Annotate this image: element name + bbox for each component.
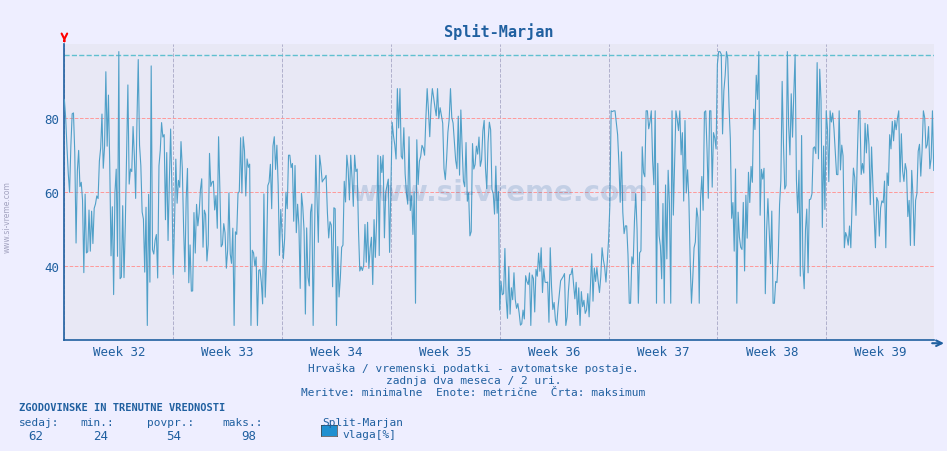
Text: 24: 24 — [93, 429, 108, 442]
Text: vlaga[%]: vlaga[%] — [343, 429, 397, 439]
Text: maks.:: maks.: — [223, 417, 263, 427]
Text: ZGODOVINSKE IN TRENUTNE VREDNOSTI: ZGODOVINSKE IN TRENUTNE VREDNOSTI — [19, 402, 225, 412]
Text: www.si-vreme.com: www.si-vreme.com — [3, 180, 12, 253]
Text: sedaj:: sedaj: — [19, 417, 60, 427]
Text: povpr.:: povpr.: — [147, 417, 194, 427]
Text: www.si-vreme.com: www.si-vreme.com — [350, 179, 648, 207]
Text: Meritve: minimalne  Enote: metrične  Črta: maksimum: Meritve: minimalne Enote: metrične Črta:… — [301, 387, 646, 397]
Text: 54: 54 — [166, 429, 181, 442]
Text: 98: 98 — [241, 429, 257, 442]
Title: Split-Marjan: Split-Marjan — [444, 23, 554, 40]
Text: Split-Marjan: Split-Marjan — [322, 417, 403, 427]
Text: zadnja dva meseca / 2 uri.: zadnja dva meseca / 2 uri. — [385, 375, 562, 385]
Text: min.:: min.: — [80, 417, 115, 427]
Text: Hrvaška / vremenski podatki - avtomatske postaje.: Hrvaška / vremenski podatki - avtomatske… — [308, 363, 639, 373]
Text: 62: 62 — [28, 429, 44, 442]
